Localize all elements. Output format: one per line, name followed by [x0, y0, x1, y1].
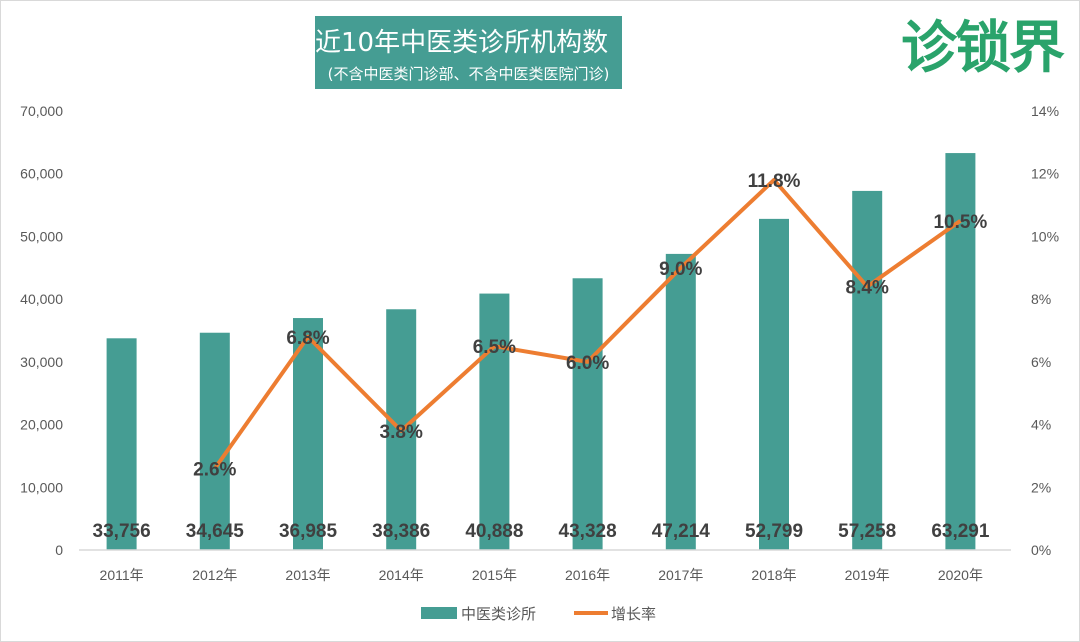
growth-line [213, 177, 962, 470]
y-right-tick: 4% [1031, 417, 1051, 433]
bar [665, 253, 696, 551]
line-data-label: 3.8% [380, 422, 423, 443]
x-tick: 2019年 [845, 567, 890, 583]
bar-data-label: 63,291 [931, 521, 990, 542]
chart-subtitle: (不含中医类门诊部、不含中医类医院门诊) [327, 65, 610, 83]
bar [759, 218, 789, 550]
y-right-tick: 2% [1031, 479, 1051, 495]
line-data-label: 6.0% [566, 353, 609, 374]
y-left-tick: 0 [55, 542, 63, 558]
legend-bar-label: 中医类诊所 [461, 606, 536, 623]
y-right-tick: 10% [1031, 228, 1059, 244]
y-right-tick: 14% [1031, 103, 1059, 119]
y-right-tick: 6% [1031, 354, 1051, 370]
line-data-label: 2.6% [193, 459, 236, 480]
bar [199, 332, 230, 550]
bar [572, 278, 603, 550]
y-left-tick: 30,000 [20, 354, 63, 370]
logo: 诊锁界 [901, 16, 1065, 81]
line-data-label: 6.5% [473, 337, 516, 358]
y-left-tick: 20,000 [20, 417, 63, 433]
bar [852, 190, 883, 551]
bar-data-label: 47,214 [652, 521, 711, 542]
y-left-tick: 40,000 [20, 291, 63, 307]
y-left-tick: 70,000 [20, 103, 63, 119]
legend-bar-swatch [421, 607, 457, 619]
x-tick: 2016年 [565, 567, 610, 583]
y-right-tick: 12% [1031, 166, 1059, 182]
bar-data-label: 38,386 [372, 521, 430, 542]
line-data-label: 8.4% [846, 278, 889, 299]
y-left-tick: 50,000 [20, 228, 63, 244]
legend-line-label: 增长率 [611, 606, 656, 623]
bar [293, 318, 323, 550]
line-data-label: 6.8% [286, 328, 329, 349]
x-tick: 2017年 [658, 567, 703, 583]
x-tick: 2015年 [472, 567, 517, 583]
y-left-tick: 10,000 [20, 479, 63, 495]
x-tick: 2018年 [751, 567, 796, 583]
line-data-label: 11.8% [748, 171, 801, 192]
y-left-tick: 60,000 [20, 166, 63, 182]
x-tick: 2020年 [938, 567, 983, 583]
x-tick: 2011年 [100, 567, 144, 583]
bar-data-label: 34,645 [186, 521, 245, 542]
x-tick: 2013年 [285, 567, 330, 583]
bar-data-label: 40,888 [465, 521, 523, 542]
x-tick: 2014年 [379, 567, 424, 583]
bar-data-label: 43,328 [559, 521, 617, 542]
bar-data-label: 57,258 [838, 521, 896, 542]
line-data-label: 10.5% [933, 212, 987, 233]
bar-data-label: 36,985 [279, 521, 338, 542]
bar [479, 293, 510, 550]
y-right-tick: 0% [1031, 542, 1051, 558]
bar [106, 338, 137, 550]
bar [945, 153, 976, 550]
line-data-label: 9.0% [659, 259, 702, 280]
bar-data-label: 52,799 [745, 521, 803, 542]
bar-data-label: 33,756 [93, 521, 151, 542]
y-right-tick: 8% [1031, 291, 1051, 307]
x-tick: 2012年 [192, 567, 237, 583]
